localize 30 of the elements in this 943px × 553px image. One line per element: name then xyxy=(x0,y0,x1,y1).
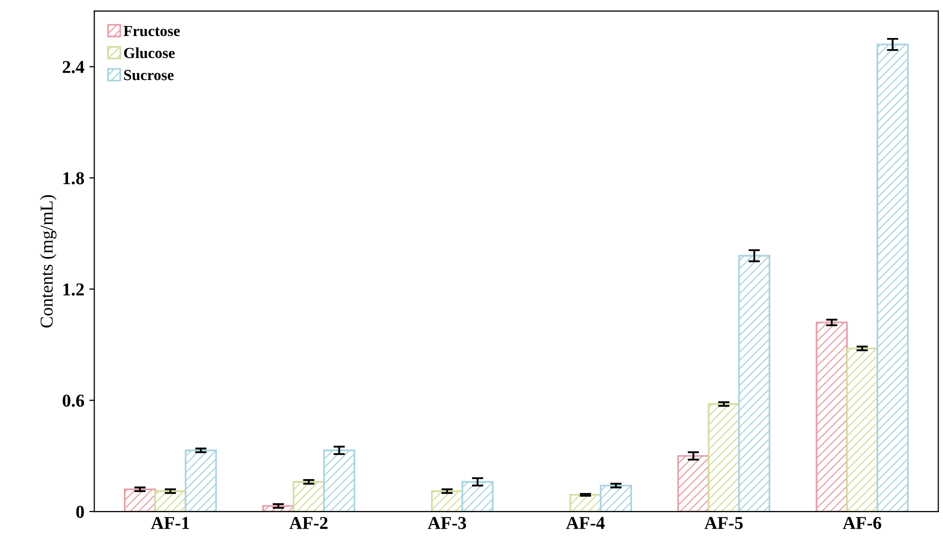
bar xyxy=(124,488,156,512)
y-tick-label: 1.2 xyxy=(63,283,84,296)
x-tick-label: AF-2 xyxy=(289,516,328,529)
legend-label: Sucrose xyxy=(124,70,174,80)
y-tick-label: 0 xyxy=(76,506,84,518)
bar xyxy=(184,450,217,512)
bar xyxy=(569,494,602,512)
x-tick-label: AF-1 xyxy=(151,516,190,529)
y-tick-label: 2.4 xyxy=(62,60,84,74)
bar xyxy=(154,490,186,512)
bar xyxy=(816,322,848,512)
legend-label: Glucose xyxy=(124,47,175,58)
bar xyxy=(292,481,325,512)
bar xyxy=(600,484,632,512)
bar xyxy=(677,455,710,512)
bar xyxy=(462,481,494,512)
bar xyxy=(846,348,878,512)
y-axis-title: Contents (mg/mL) xyxy=(40,195,56,328)
x-tick-label: AF-3 xyxy=(428,516,466,530)
y-tick-label: 0.6 xyxy=(62,394,84,407)
bar xyxy=(708,403,740,512)
bar xyxy=(323,450,356,512)
legend-label: Fructose xyxy=(124,26,180,36)
bar xyxy=(738,254,770,512)
x-tick-label: AF-5 xyxy=(704,516,743,530)
bar xyxy=(876,44,909,512)
x-tick-label: AF-4 xyxy=(566,516,605,529)
x-tick-label: AF-6 xyxy=(842,516,882,530)
bar xyxy=(431,490,464,512)
y-tick-label: 1.8 xyxy=(63,172,84,184)
